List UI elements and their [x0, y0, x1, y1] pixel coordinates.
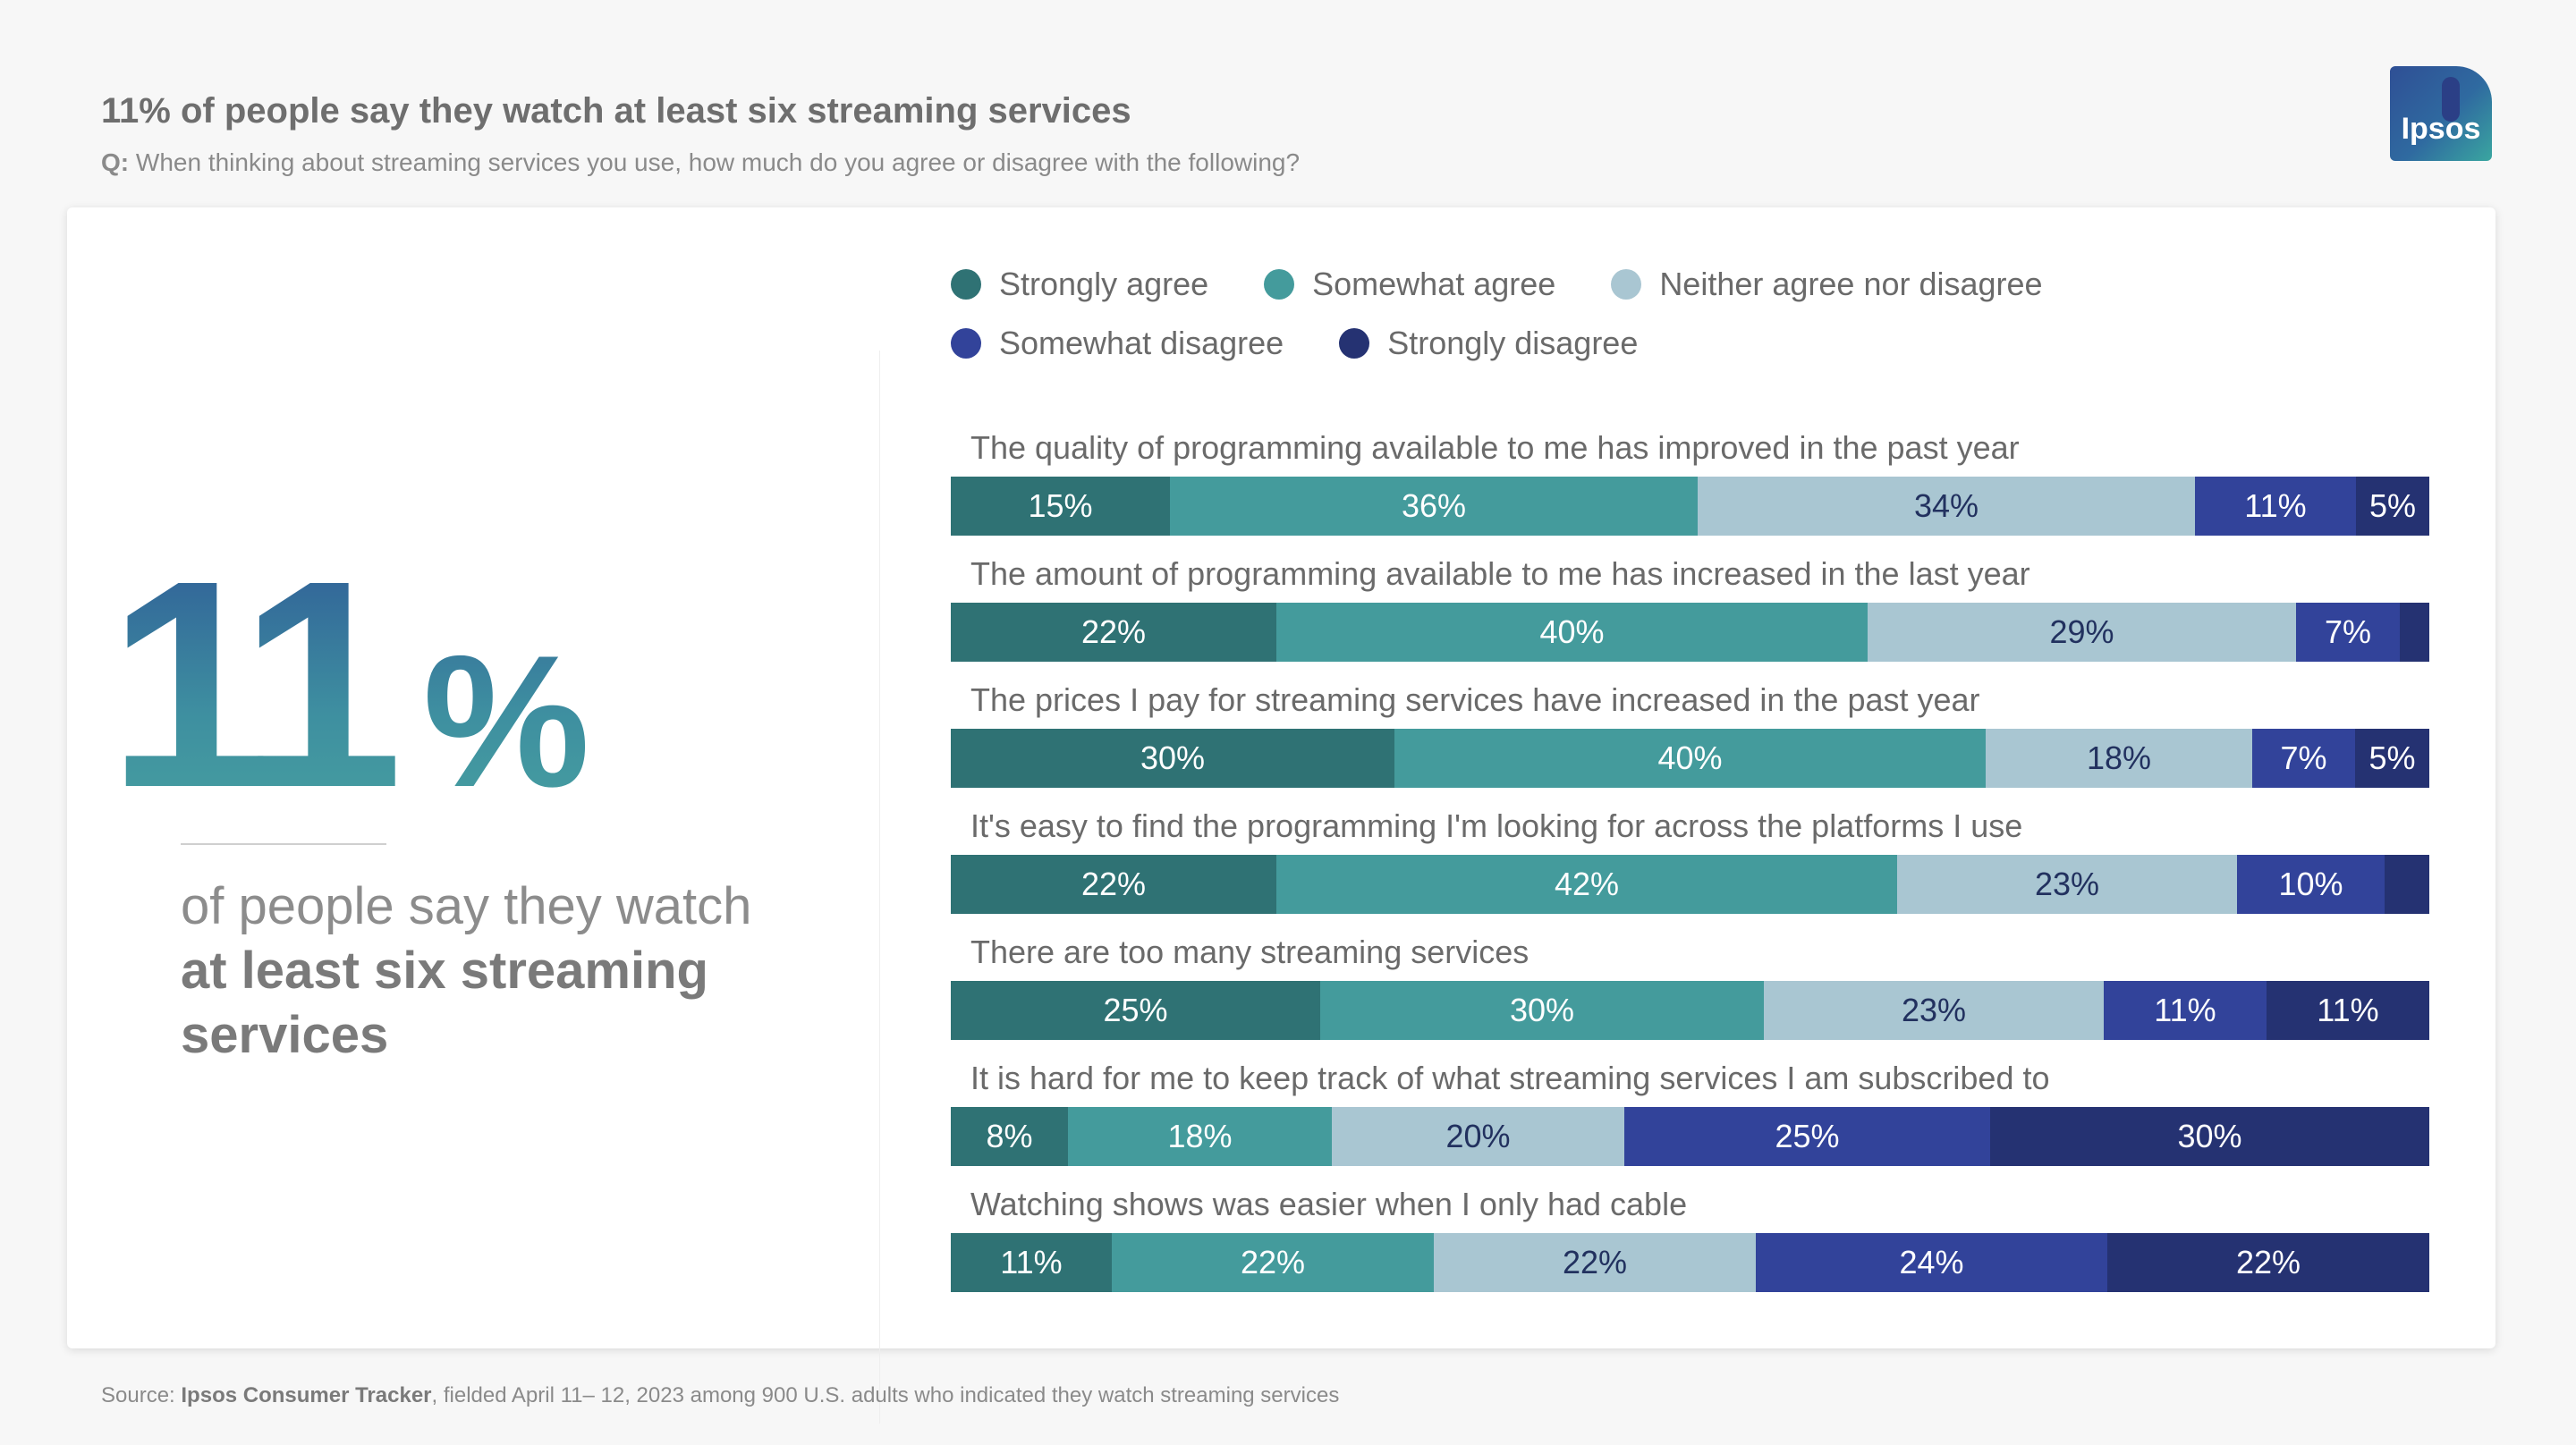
legend-row-2: Somewhat disagree Strongly disagree — [951, 314, 2203, 373]
legend-dot-icon — [951, 328, 981, 359]
legend-dot-icon — [951, 269, 981, 300]
stat-description: of people say they watch at least six st… — [181, 875, 771, 1068]
source-name: Ipsos Consumer Tracker — [181, 1383, 432, 1407]
legend-label: Neither agree nor disagree — [1659, 266, 2043, 302]
legend-item-strongly-agree: Strongly agree — [951, 266, 1208, 303]
card-divider — [879, 351, 880, 1424]
question-text: When thinking about streaming services y… — [129, 148, 1301, 176]
source-rest: , fielded April 11– 12, 2023 among 900 U… — [431, 1383, 1340, 1407]
source-prefix: Source: — [101, 1383, 182, 1407]
question-prefix: Q: — [101, 148, 130, 176]
question-subtitle: Q: When thinking about streaming service… — [101, 148, 1300, 177]
legend-label: Strongly disagree — [1387, 325, 1639, 361]
logo-text: Ipsos — [2401, 112, 2481, 146]
legend-dot-icon — [1264, 269, 1295, 300]
legend-label: Somewhat disagree — [999, 325, 1284, 361]
legend-dot-icon — [1611, 269, 1642, 300]
chart-legend: Strongly agree Somewhat agree Neither ag… — [951, 255, 2203, 373]
stat-text-bold: at least six streaming services — [181, 942, 708, 1064]
stat-text-regular: of people say they watch — [181, 877, 752, 935]
legend-item-neither: Neither agree nor disagree — [1611, 266, 2043, 303]
source-note: Source: Ipsos Consumer Tracker, fielded … — [101, 1383, 1339, 1408]
page-title: 11% of people say they watch at least si… — [101, 91, 1131, 131]
legend-label: Strongly agree — [999, 266, 1209, 302]
logo-head-icon — [2442, 77, 2460, 122]
legend-dot-icon — [1339, 328, 1370, 359]
big-stat-percent: % — [422, 616, 590, 826]
big-stat: 11% — [107, 537, 590, 832]
legend-item-somewhat-agree: Somewhat agree — [1264, 266, 1555, 303]
ipsos-logo: Ipsos — [2390, 66, 2492, 161]
legend-label: Somewhat agree — [1312, 266, 1556, 302]
legend-item-somewhat-disagree: Somewhat disagree — [951, 325, 1284, 362]
big-stat-number: 11 — [107, 519, 387, 849]
legend-row-1: Strongly agree Somewhat agree Neither ag… — [951, 255, 2203, 314]
legend-item-strongly-disagree: Strongly disagree — [1339, 325, 1638, 362]
stat-rule — [181, 843, 386, 845]
